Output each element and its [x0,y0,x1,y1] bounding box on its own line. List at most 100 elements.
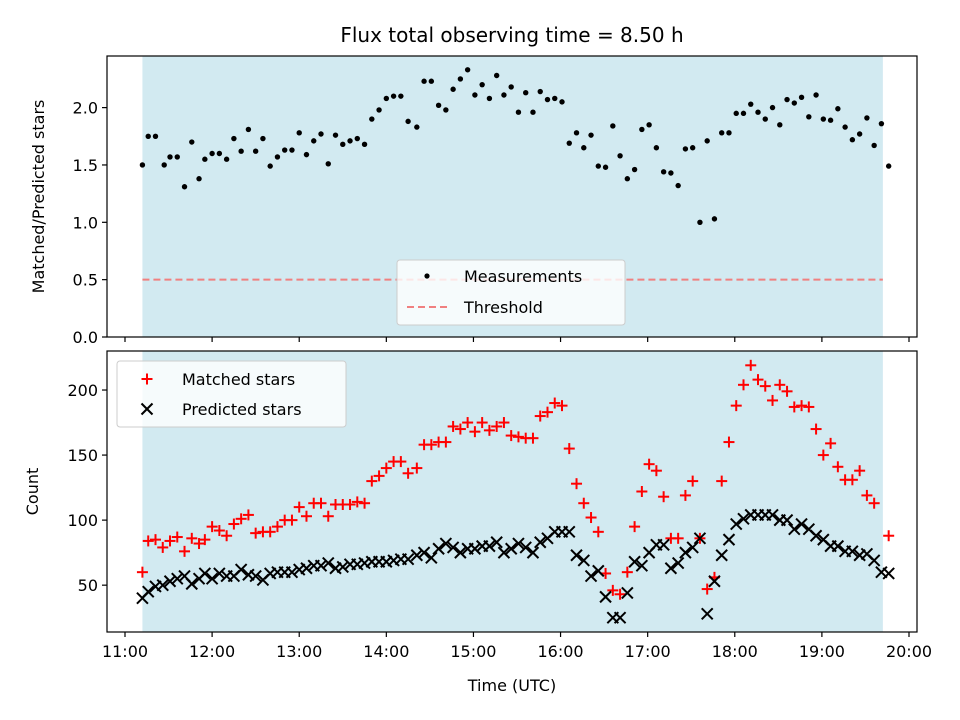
matched-star-point [788,401,800,413]
measurement-point [174,154,180,160]
predicted-star-point [519,541,532,554]
matched-star-point [315,497,327,509]
matched-star-point [846,474,858,486]
predicted-star-point [671,556,685,570]
predicted-star-point [831,539,845,553]
measurement-point [660,169,667,175]
measurement-point [682,146,689,152]
predicted-star-point [490,536,503,549]
x-tick-label: 15:00 [450,642,496,661]
predicted-star-point [788,523,801,536]
top-legend: Measurements Threshold [396,259,626,326]
matched-star-point [373,470,385,482]
measurement-point [798,94,805,100]
measurement-point [189,139,195,145]
measurement-point [885,163,892,169]
matched-star-point [322,510,334,522]
legend-measurements-marker [424,273,430,279]
matched-star-point [541,406,553,418]
x-tick-label: 12:00 [189,642,235,661]
matched-star-point [745,359,757,371]
predicted-star-point [708,575,721,588]
measurement-point [231,135,237,142]
predicted-star-point [285,565,299,579]
top-y-ticks: 0.0 0.5 1.0 1.5 2.0 [73,99,107,347]
matched-star-point [687,475,699,487]
matched-star-point [549,397,561,409]
measurement-point [675,182,681,189]
y-tick-label: 50 [78,576,98,595]
x-axis-label: Time (UTC) [467,676,556,695]
measurement-point [537,88,543,95]
measurement-point [711,216,718,222]
measurement-point [145,133,151,139]
predicted-star-point [526,546,540,559]
matched-star-point [264,526,276,538]
matched-star-point [512,431,524,443]
matched-star-point [629,521,641,533]
measurement-point [303,151,310,158]
measurement-point [443,107,449,113]
measurement-point [289,147,295,153]
measurement-point [340,141,346,148]
measurement-point [501,92,507,98]
matched-star-point [817,449,829,461]
matched-star-point [716,475,728,487]
predicted-star-point [592,564,605,578]
predicted-star-point [454,546,467,559]
predicted-star-point [140,402,154,416]
y-tick-label: 1.0 [73,213,98,232]
measurement-point [390,93,397,99]
matched-star-point [563,443,575,455]
predicted-star-point [686,541,699,554]
measurement-point [486,95,493,102]
measurement-point [515,109,522,115]
predicted-star-point [809,529,823,542]
matched-star-point [679,489,691,501]
predicted-star-point [142,585,155,598]
measurement-point [369,116,375,122]
predicted-star-point [234,563,248,576]
predicted-star-point [300,562,313,575]
measurement-point [450,86,456,92]
measurement-point [152,133,159,139]
predicted-star-point [401,552,415,566]
x-tick-label: 20:00 [886,642,932,661]
chart-title: Flux total observing time = 8.50 h [340,23,683,47]
matched-star-point [607,584,619,596]
measurement-point [274,154,281,160]
measurement-point [252,148,259,154]
predicted-star-point [584,569,598,583]
matched-star-point [672,532,684,544]
predicted-star-point [446,541,460,554]
measurement-point [325,161,331,167]
predicted-star-point [570,549,583,562]
matched-star-point [351,496,363,508]
matched-star-point [752,374,764,386]
predicted-star-point [577,554,590,567]
matched-star-point [854,465,866,477]
matched-star-point [505,430,517,442]
measurement-point [697,219,703,226]
measurements-points [139,67,892,226]
measurement-point [181,184,188,190]
bottom-y-ticks: 50 100 150 200 [67,381,107,595]
measurement-point [755,109,761,115]
predicted-star-point [722,533,736,546]
matched-star-point [737,379,749,391]
matched-star-point [157,541,169,553]
x-tick-label: 13:00 [276,642,322,661]
matched-star-point [206,521,218,533]
matched-star-point [650,465,662,477]
predicted-star-point [613,611,627,624]
measurement-point [791,100,798,106]
matched-star-point [781,385,793,397]
matched-star-point [402,467,414,479]
matched-star-point [759,380,771,392]
matched-star-point [803,401,815,413]
matched-star-point [585,512,597,524]
measurement-point [435,102,442,109]
bottom-y-axis-label: Count [23,468,42,516]
measurement-point [464,67,471,73]
matched-star-point [136,566,148,578]
